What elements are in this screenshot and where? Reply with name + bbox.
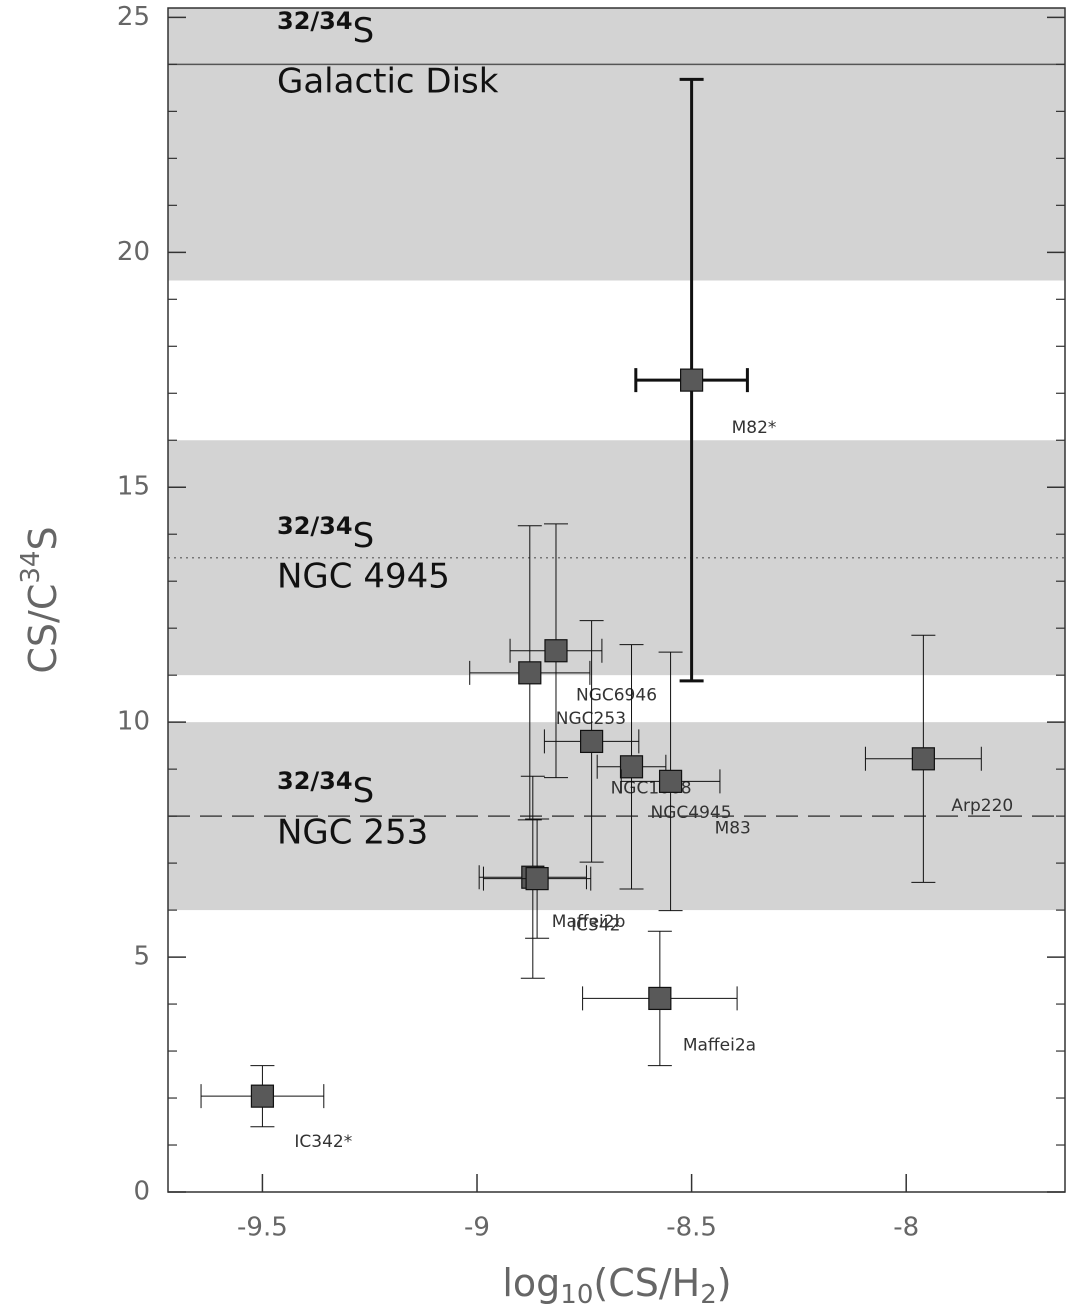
x-axis-label-part: (CS/H (593, 1261, 700, 1305)
marker (518, 661, 542, 685)
point-label: M82* (732, 418, 777, 438)
annotation-base: S (353, 11, 375, 51)
band-annotation-name: NGC 253 (277, 813, 428, 853)
band-annotation-name: Galactic Disk (277, 62, 499, 102)
annotation-sup: 32/34 (277, 767, 353, 795)
point-label: Maffei2b (552, 912, 626, 932)
y-tick-label: 10 (117, 707, 150, 737)
point-label: NGC253 (556, 709, 626, 729)
point-label: Arp220 (951, 796, 1013, 816)
annotation-sup: 32/34 (277, 512, 353, 540)
band-annotation: 32/34S (277, 767, 374, 811)
marker (580, 729, 604, 754)
y-axis-label-part: S (21, 526, 65, 550)
point-label: Maffei2a (683, 1035, 756, 1055)
y-tick-label: 20 (117, 237, 150, 267)
annotation-base: S (353, 516, 375, 556)
marker (648, 986, 672, 1011)
marker (525, 867, 549, 891)
annotation-base: S (353, 771, 375, 811)
x-axis-label-part: 2 (700, 1280, 717, 1310)
band-annotation-name: NGC 4945 (277, 557, 450, 597)
marker (250, 1084, 275, 1108)
x-tick-label: -9.5 (237, 1213, 288, 1243)
marker (680, 368, 704, 392)
band (168, 8, 1065, 281)
marker (544, 639, 568, 663)
x-axis-label: log10(CS/H2) (502, 1261, 731, 1310)
y-axis-label-part: CS/C (21, 584, 65, 674)
y-tick-label: 0 (133, 1177, 150, 1207)
band (168, 440, 1065, 676)
point-label: IC342* (294, 1132, 352, 1152)
band-annotation: 32/34S (277, 512, 374, 556)
x-axis-label-part: ) (717, 1261, 732, 1305)
x-axis-label-part: 10 (560, 1280, 593, 1310)
marker (911, 747, 935, 771)
x-tick-label: -8.5 (666, 1213, 717, 1243)
x-tick-label: -9 (464, 1213, 490, 1243)
point-label: NGC6946 (576, 686, 657, 706)
annotation-sup: 32/34 (277, 7, 353, 35)
plot-frame (167, 7, 1066, 1193)
y-axis-label-part: 34 (16, 551, 46, 584)
x-tick-label: -8 (893, 1213, 919, 1243)
x-axis-label-part: log (502, 1261, 560, 1305)
band-annotation: 32/34S (277, 7, 374, 51)
y-tick-label: 15 (117, 472, 150, 502)
y-axis-label: CS/C34S (16, 526, 65, 673)
y-tick-label: 5 (133, 942, 150, 972)
point-label: IC342 (571, 916, 620, 936)
marker (619, 755, 644, 779)
marker (658, 769, 683, 793)
point-label: M83 (715, 818, 751, 838)
y-tick-label: 25 (117, 2, 150, 32)
